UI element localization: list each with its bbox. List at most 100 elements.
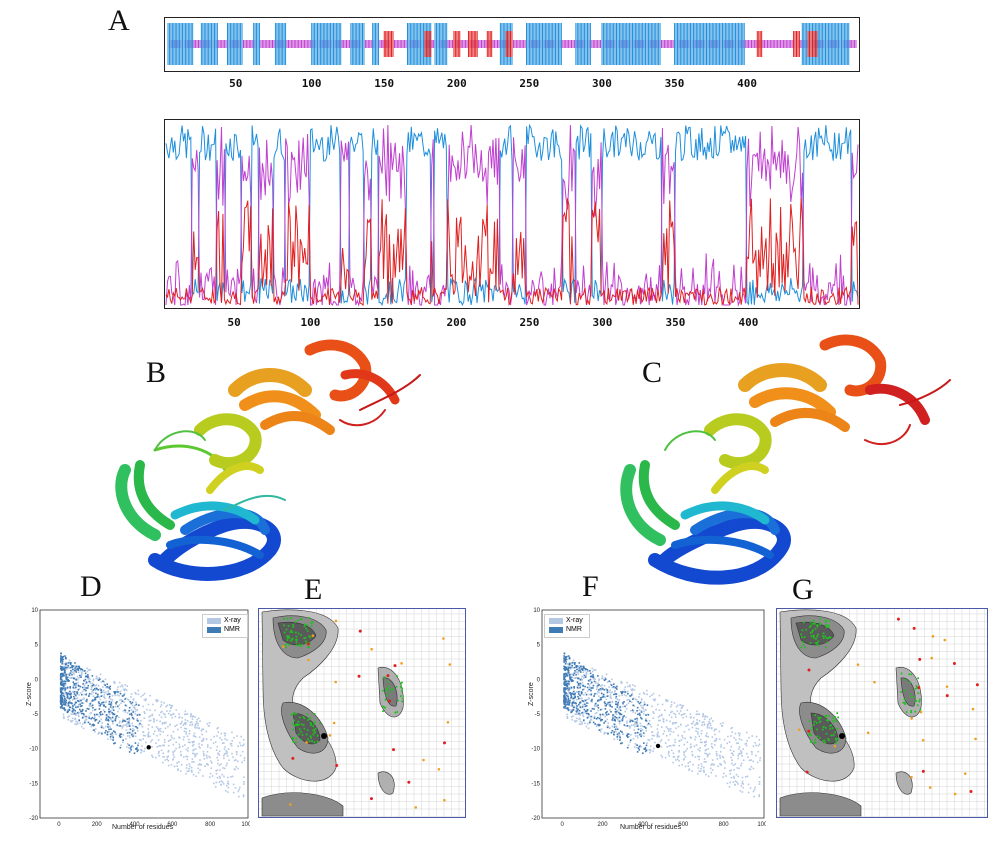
xray-point (113, 719, 116, 721)
nmr-point (563, 700, 565, 703)
nmr-point (107, 716, 110, 718)
xray-point (675, 727, 677, 730)
xray-point (191, 723, 194, 726)
nmr-point (60, 691, 62, 694)
prob-x-axis: 50 100 150 200 250 300 350 400 (164, 316, 860, 332)
nmr-point (73, 690, 76, 693)
xray-point (609, 689, 611, 692)
xray-point (63, 717, 65, 720)
nmr-point (574, 695, 577, 698)
xray-point (222, 767, 224, 769)
nmr-point (61, 692, 63, 694)
nmr-point (597, 704, 599, 707)
nmr-point (70, 702, 73, 704)
nmr-point (613, 693, 615, 696)
xray-point (82, 702, 85, 705)
xray-point (142, 734, 145, 737)
xray-point (671, 723, 674, 725)
xray-point (191, 741, 194, 743)
xray-point (202, 728, 205, 731)
rama-favored-point (291, 722, 294, 725)
xray-point (196, 718, 198, 721)
nmr-point (65, 675, 67, 677)
rama-favored-point (835, 741, 838, 744)
xray-point (232, 791, 235, 794)
nmr-point (85, 710, 87, 712)
xray-point (125, 737, 127, 740)
xray-point (191, 745, 194, 747)
nmr-point (601, 688, 604, 690)
nmr-point (98, 720, 101, 723)
nmr-point (614, 710, 617, 713)
rama-favored-point (294, 724, 297, 727)
rama-favored-point (300, 643, 303, 646)
nmr-point (111, 711, 113, 714)
xray-point (188, 738, 190, 741)
z-y-tick-label: 10 (31, 608, 38, 614)
nmr-point (570, 676, 572, 679)
xray-point (210, 738, 212, 741)
xray-point (605, 673, 608, 676)
xray-point (87, 676, 90, 678)
nmr-point (97, 701, 100, 703)
nmr-point (67, 710, 70, 713)
xray-point (189, 741, 191, 744)
nmr-point (608, 701, 611, 704)
nmr-point (618, 720, 621, 723)
xray-point (187, 747, 189, 749)
xray-point (756, 761, 759, 764)
nmr-point (63, 671, 66, 674)
z-y-tick-label: -15 (531, 781, 540, 787)
nmr-point (61, 707, 64, 710)
xray-point (89, 712, 92, 715)
nmr-point (63, 701, 65, 704)
xray-point (697, 764, 700, 766)
xray-point (712, 763, 715, 766)
xray-point (216, 756, 218, 759)
xray-point (242, 794, 245, 796)
nmr-point (563, 687, 565, 690)
nmr-point (643, 742, 645, 744)
xray-point (622, 733, 625, 736)
xray-point (135, 701, 137, 703)
prob-x-tick-label: 250 (519, 316, 540, 329)
nmr-point (589, 672, 592, 675)
xray-point (158, 728, 160, 731)
xray-point (683, 751, 685, 753)
xray-point (161, 723, 164, 725)
nmr-point (131, 701, 134, 704)
xray-point (643, 735, 645, 738)
xray-point (239, 744, 242, 747)
nmr-point (647, 722, 650, 725)
xray-point (665, 734, 668, 737)
rama-favored-point (824, 646, 827, 649)
xray-point (678, 749, 681, 752)
xray-point (153, 720, 155, 722)
xray-point (169, 723, 171, 726)
nmr-point (566, 669, 569, 671)
nmr-point (596, 700, 599, 702)
xray-point (628, 727, 631, 729)
xray-point (206, 757, 208, 759)
xray-point (184, 744, 186, 746)
nmr-point (577, 693, 580, 695)
xray-point (579, 705, 582, 708)
xray-point (626, 699, 629, 701)
xray-point (736, 767, 739, 769)
rama-favored-point (286, 617, 289, 620)
xray-point (730, 727, 732, 730)
xray-point (103, 681, 105, 683)
xray-point (155, 756, 157, 759)
xray-point (573, 700, 575, 702)
xray-point (652, 750, 654, 753)
nmr-point (117, 705, 119, 708)
nmr-point (59, 678, 62, 681)
nmr-point (66, 693, 68, 696)
nmr-point (602, 695, 605, 698)
nmr-point (63, 680, 66, 683)
rama-favored-point (313, 722, 316, 725)
xray-point (202, 739, 204, 742)
xray-point (597, 723, 600, 725)
xray-point (192, 752, 194, 755)
xray-point (703, 766, 705, 769)
